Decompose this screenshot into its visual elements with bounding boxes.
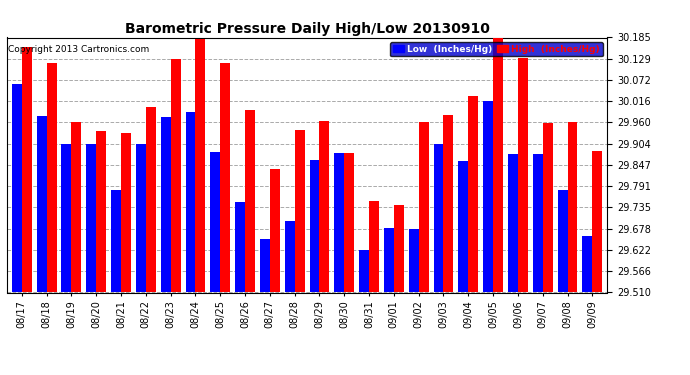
- Bar: [394, 205, 404, 292]
- Bar: [22, 47, 32, 292]
- Bar: [210, 152, 220, 292]
- Bar: [419, 123, 428, 292]
- Bar: [335, 153, 344, 292]
- Bar: [121, 133, 131, 292]
- Bar: [310, 159, 319, 292]
- Bar: [483, 101, 493, 292]
- Bar: [582, 236, 592, 292]
- Text: Copyright 2013 Cartronics.com: Copyright 2013 Cartronics.com: [8, 45, 149, 54]
- Bar: [592, 151, 602, 292]
- Bar: [245, 110, 255, 292]
- Bar: [170, 59, 181, 292]
- Bar: [47, 63, 57, 292]
- Bar: [408, 229, 419, 292]
- Bar: [61, 144, 71, 292]
- Bar: [96, 131, 106, 292]
- Bar: [161, 117, 170, 292]
- Bar: [71, 123, 81, 292]
- Bar: [146, 106, 156, 292]
- Bar: [359, 250, 369, 292]
- Bar: [344, 153, 354, 292]
- Bar: [508, 154, 518, 292]
- Bar: [558, 190, 567, 292]
- Bar: [285, 221, 295, 292]
- Bar: [235, 202, 245, 292]
- Bar: [319, 122, 329, 292]
- Bar: [518, 58, 528, 292]
- Bar: [295, 130, 304, 292]
- Bar: [270, 169, 279, 292]
- Bar: [12, 84, 22, 292]
- Bar: [533, 154, 543, 292]
- Bar: [37, 116, 47, 292]
- Bar: [260, 239, 270, 292]
- Legend: Low  (Inches/Hg), High  (Inches/Hg): Low (Inches/Hg), High (Inches/Hg): [390, 42, 602, 56]
- Bar: [493, 38, 503, 292]
- Bar: [111, 190, 121, 292]
- Bar: [543, 123, 553, 292]
- Bar: [369, 201, 379, 292]
- Bar: [136, 144, 146, 292]
- Bar: [86, 144, 96, 292]
- Bar: [458, 161, 469, 292]
- Bar: [186, 112, 195, 292]
- Title: Barometric Pressure Daily High/Low 20130910: Barometric Pressure Daily High/Low 20130…: [125, 22, 489, 36]
- Bar: [384, 228, 394, 292]
- Bar: [444, 115, 453, 292]
- Bar: [220, 63, 230, 292]
- Bar: [195, 39, 206, 292]
- Bar: [469, 96, 478, 292]
- Bar: [567, 123, 578, 292]
- Bar: [433, 144, 444, 292]
